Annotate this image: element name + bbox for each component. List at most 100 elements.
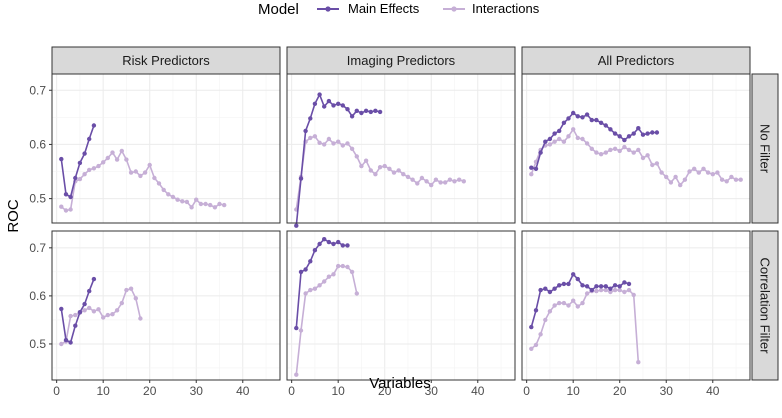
data-point-main-effects: [557, 283, 562, 288]
data-point-main-effects: [354, 108, 359, 114]
strip-label-imaging-predictors: Imaging Predictors: [347, 53, 456, 68]
data-point-interactions: [308, 287, 313, 293]
data-point-main-effects: [303, 128, 308, 134]
data-point-interactions: [557, 300, 562, 306]
strip-imaging-predictors: [286, 46, 516, 75]
series-line-main-effects: [530, 273, 630, 328]
data-point-interactions: [654, 161, 660, 166]
data-point-interactions: [194, 197, 199, 202]
data-point-interactions: [73, 312, 78, 318]
data-point-main-effects: [336, 101, 341, 107]
data-point-interactions: [598, 152, 604, 157]
data-point-interactions: [659, 170, 664, 175]
data-point-interactions: [203, 201, 208, 207]
data-point-main-effects: [322, 237, 327, 242]
data-point-main-effects: [82, 151, 87, 156]
data-point-interactions: [63, 208, 69, 213]
data-point-interactions: [303, 291, 308, 296]
data-point-interactions: [175, 197, 180, 202]
data-point-main-effects: [617, 134, 622, 139]
panel-no-filter-risk-predictors: [51, 73, 281, 224]
data-point-main-effects: [617, 284, 622, 289]
data-point-main-effects: [377, 109, 383, 115]
data-point-interactions: [622, 289, 627, 295]
legend-label-main-effects: Main Effects: [348, 1, 420, 16]
data-point-interactions: [682, 177, 688, 182]
panel-correlation-filter-imaging-predictors: [286, 230, 516, 381]
data-point-interactions: [396, 168, 401, 173]
data-point-interactions: [208, 202, 213, 208]
data-point-interactions: [438, 180, 443, 185]
data-point-interactions: [561, 139, 567, 144]
data-point-interactions: [368, 168, 373, 173]
data-point-interactions: [636, 360, 641, 365]
x-tick-label: 40: [706, 384, 720, 398]
data-point-interactions: [326, 274, 332, 279]
data-point-main-effects: [326, 98, 332, 104]
data-point-interactions: [345, 264, 350, 270]
data-point-interactions: [603, 150, 608, 155]
data-point-interactions: [363, 158, 369, 163]
data-point-main-effects: [566, 281, 571, 287]
y-tick-label: 0.5: [29, 337, 46, 351]
data-point-main-effects: [363, 108, 369, 114]
data-point-interactions: [110, 150, 115, 155]
strip-no-filter: [751, 73, 779, 224]
data-point-main-effects: [552, 131, 557, 136]
data-point-interactions: [645, 153, 650, 158]
data-point-interactions: [668, 180, 674, 185]
data-point-main-effects: [584, 112, 590, 117]
data-point-main-effects: [603, 284, 608, 289]
data-point-interactions: [317, 283, 322, 288]
data-point-interactions: [133, 296, 138, 301]
data-point-main-effects: [575, 114, 580, 119]
y-tick-label: 0.6: [29, 289, 46, 303]
data-point-interactions: [354, 291, 359, 296]
data-point-main-effects: [598, 284, 604, 289]
data-point-interactions: [382, 163, 387, 169]
data-point-interactions: [391, 170, 397, 175]
data-point-main-effects: [345, 107, 350, 112]
data-point-interactions: [696, 170, 701, 175]
data-point-interactions: [331, 272, 336, 277]
data-point-interactions: [575, 135, 580, 141]
data-point-interactions: [529, 346, 534, 351]
data-point-interactions: [608, 147, 613, 153]
x-axis-title: Variables: [369, 375, 430, 392]
y-tick-label: 0.7: [29, 241, 46, 255]
data-point-interactions: [715, 170, 720, 175]
data-point-main-effects: [359, 110, 364, 116]
panel-border: [521, 73, 751, 224]
data-point-main-effects: [63, 337, 69, 343]
data-point-main-effects: [612, 131, 618, 136]
data-point-interactions: [410, 177, 415, 182]
x-tick-label: 0: [288, 384, 295, 398]
data-point-interactions: [617, 287, 622, 293]
data-point-main-effects: [575, 276, 580, 282]
data-point-interactions: [59, 341, 64, 347]
series-line-interactions: [530, 128, 741, 186]
data-point-interactions: [575, 304, 580, 309]
data-point-interactions: [529, 172, 534, 177]
data-point-interactions: [547, 142, 553, 147]
data-point-main-effects: [640, 132, 646, 137]
data-point-interactions: [598, 287, 604, 293]
y-tick-label: 0.5: [29, 192, 46, 206]
legend-swatch-main-effects-point: [325, 6, 331, 12]
data-point-main-effects: [557, 128, 562, 134]
data-point-main-effects: [636, 126, 641, 131]
data-point-interactions: [340, 263, 345, 269]
data-point-main-effects: [294, 325, 299, 331]
data-point-main-effects: [308, 259, 313, 264]
y-tick-label: 0.7: [29, 83, 46, 97]
x-tick-label: 30: [660, 384, 674, 398]
data-point-interactions: [387, 166, 392, 171]
data-point-interactions: [419, 175, 425, 181]
data-point-interactions: [584, 291, 590, 296]
data-point-interactions: [124, 287, 129, 293]
data-point-main-effects: [59, 306, 64, 312]
data-point-main-effects: [317, 92, 322, 97]
data-point-interactions: [147, 162, 152, 168]
data-point-main-effects: [580, 283, 585, 288]
